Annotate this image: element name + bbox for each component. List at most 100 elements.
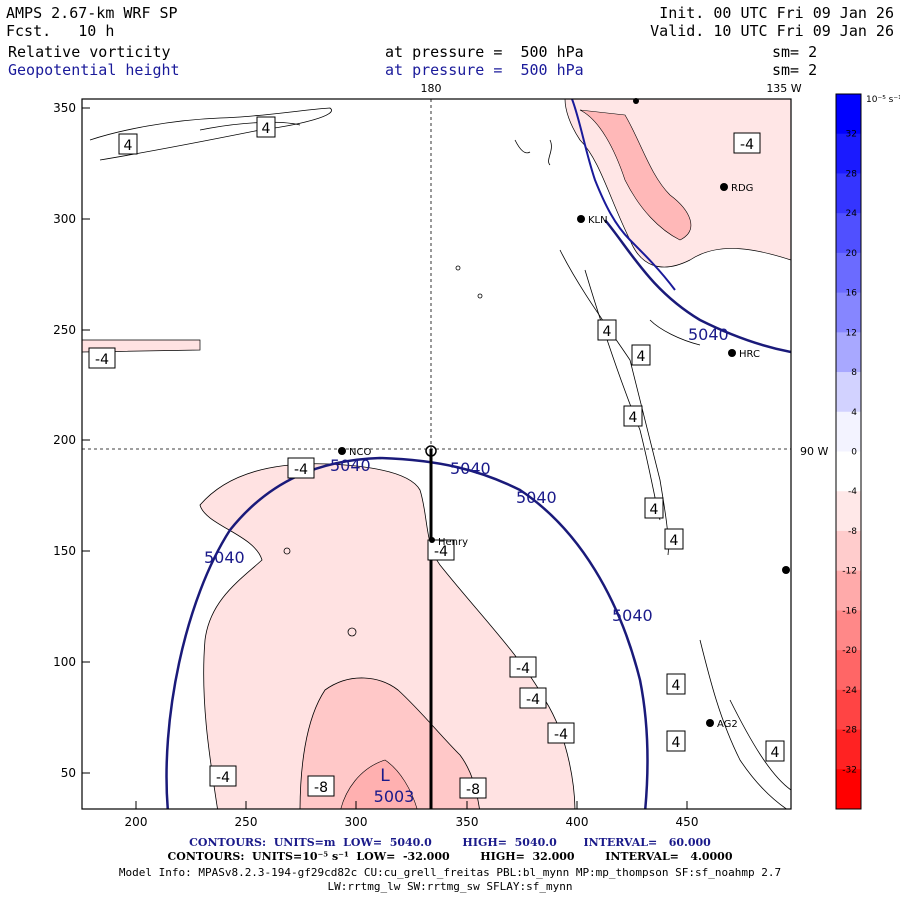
vort-label-box: -8 <box>307 775 335 797</box>
svg-text:-4: -4 <box>294 462 308 478</box>
colorbar-cell <box>836 173 861 214</box>
y-tick-labels: 350 300 250 200 150 100 50 <box>53 101 76 780</box>
svg-text:HRC: HRC <box>739 349 760 360</box>
meridian-135w-label: 135 W <box>766 82 801 95</box>
colorbar-label: 12 <box>846 328 857 338</box>
svg-text:AG2: AG2 <box>717 719 738 730</box>
y-tick: 250 <box>53 323 76 337</box>
field1-level: at pressure = 500 hPa <box>385 43 584 61</box>
station-henry: Henry <box>429 537 468 548</box>
station-marker <box>633 98 639 104</box>
vort-label-box: -4 <box>88 347 116 369</box>
height-label: 5040 <box>516 488 557 507</box>
svg-text:-8: -8 <box>466 782 480 798</box>
model-info: Model Info: MPASv8.2.3-194-gf29cd82c CU:… <box>118 866 782 879</box>
model-info-2: LW:rrtmg_lw SW:rrtmg_sw SFLAY:sf_mynn <box>327 880 573 893</box>
colorbar-label: -32 <box>842 765 857 775</box>
colorbar-cell <box>836 689 861 731</box>
colorbar-cell <box>836 411 861 452</box>
colorbar-label: 28 <box>846 169 858 179</box>
positive-vorticity-contours <box>89 107 791 809</box>
vort-label-box: 4 <box>256 116 276 138</box>
colorbar-label: 0 <box>851 448 857 458</box>
x-tick: 200 <box>125 815 148 829</box>
y-tick: 200 <box>53 433 76 447</box>
x-tick: 250 <box>235 815 258 829</box>
colorbar-label: 8 <box>851 368 857 378</box>
colorbar-label: 20 <box>846 249 858 259</box>
vort-label-box: 4 <box>666 730 686 752</box>
colorbar-cell <box>836 94 861 135</box>
vorticity-region-coast-inner <box>579 109 692 241</box>
height-label: 5040 <box>450 459 491 478</box>
svg-text:4: 4 <box>637 349 646 365</box>
colorbar-label: -16 <box>842 606 857 616</box>
field1-name: Relative vorticity <box>8 43 171 61</box>
colorbar-label: 32 <box>846 130 857 140</box>
valid-time: Valid. 10 UTC Fri 09 Jan 26 <box>650 22 894 40</box>
colorbar-label: 4 <box>851 408 857 418</box>
colorbar-cell <box>836 491 861 532</box>
vort-label-box: 4 <box>666 673 686 695</box>
plot-area <box>82 99 791 809</box>
y-tick: 100 <box>53 655 76 669</box>
field1-smooth: sm= 2 <box>772 43 818 61</box>
colorbar-label: -24 <box>842 686 857 696</box>
colorbar-label: -28 <box>842 726 857 736</box>
svg-text:4: 4 <box>650 502 659 518</box>
station-ag2: AG2 <box>706 719 738 730</box>
colorbar-cells <box>836 94 861 810</box>
station-marker <box>782 566 790 574</box>
colorbar-cell <box>836 133 861 174</box>
svg-text:4: 4 <box>670 533 679 549</box>
svg-text:4: 4 <box>771 745 780 761</box>
svg-text:4: 4 <box>629 410 638 426</box>
colorbar: 10⁻⁵ s⁻¹ 32 28 24 20 16 12 8 4 0 -4 -8 -12 -16 -20 -24… <box>835 93 900 810</box>
vort-label-box: 4 <box>118 133 138 155</box>
station-nco: NCO <box>338 447 371 458</box>
coastline <box>571 99 676 291</box>
vort-label-box: 4 <box>644 497 664 519</box>
svg-text:-8: -8 <box>314 780 328 796</box>
stations: RDG KLN HRC NCO Henry AG2 <box>338 98 790 730</box>
svg-text:Henry: Henry <box>438 537 468 548</box>
svg-text:RDG: RDG <box>731 183 753 194</box>
plot-frame <box>81 98 792 810</box>
svg-text:4: 4 <box>603 324 612 340</box>
x-tick: 300 <box>345 815 368 829</box>
station-kln: KLN <box>577 215 608 226</box>
colorbar-label: -12 <box>842 567 857 577</box>
forecast-hour: Fcst. 10 h <box>6 22 115 40</box>
station-hrc: HRC <box>728 349 760 360</box>
vort-label-box: -4 <box>287 457 315 479</box>
parallel-90w-label: 90 W <box>800 445 828 458</box>
colorbar-label: 16 <box>846 289 858 299</box>
colorbar-cell <box>836 252 861 294</box>
colorbar-label: -4 <box>848 487 857 497</box>
vort-label-box: 4 <box>597 319 617 341</box>
height-label: 5040 <box>688 325 729 344</box>
vort-label-box: -4 <box>427 539 455 561</box>
svg-text:4: 4 <box>124 138 133 154</box>
colorbar-cell <box>836 650 861 691</box>
colorbar-unit: 10⁻⁵ s⁻¹ <box>866 95 900 105</box>
y-tick: 300 <box>53 212 76 226</box>
axis-ticks <box>82 107 688 809</box>
x-tick: 450 <box>676 815 699 829</box>
colorbar-cell <box>836 451 861 492</box>
svg-text:-4: -4 <box>516 661 530 677</box>
svg-text:-4: -4 <box>740 137 754 153</box>
station-rdg: RDG <box>720 183 753 194</box>
vort-label-box: -4 <box>519 687 547 709</box>
vort-label-box: -4 <box>733 132 761 154</box>
vort-label-box: -4 <box>547 722 575 744</box>
svg-text:4: 4 <box>672 735 681 751</box>
cross-section-start-marker <box>425 445 437 457</box>
y-tick: 150 <box>53 544 76 558</box>
height-label: 5040 <box>330 456 371 475</box>
svg-text:4: 4 <box>262 121 271 137</box>
model-title: AMPS 2.67-km WRF SP <box>6 4 178 22</box>
svg-text:-4: -4 <box>554 727 568 743</box>
y-tick: 350 <box>53 101 76 115</box>
svg-text:NCO: NCO <box>349 447 371 458</box>
